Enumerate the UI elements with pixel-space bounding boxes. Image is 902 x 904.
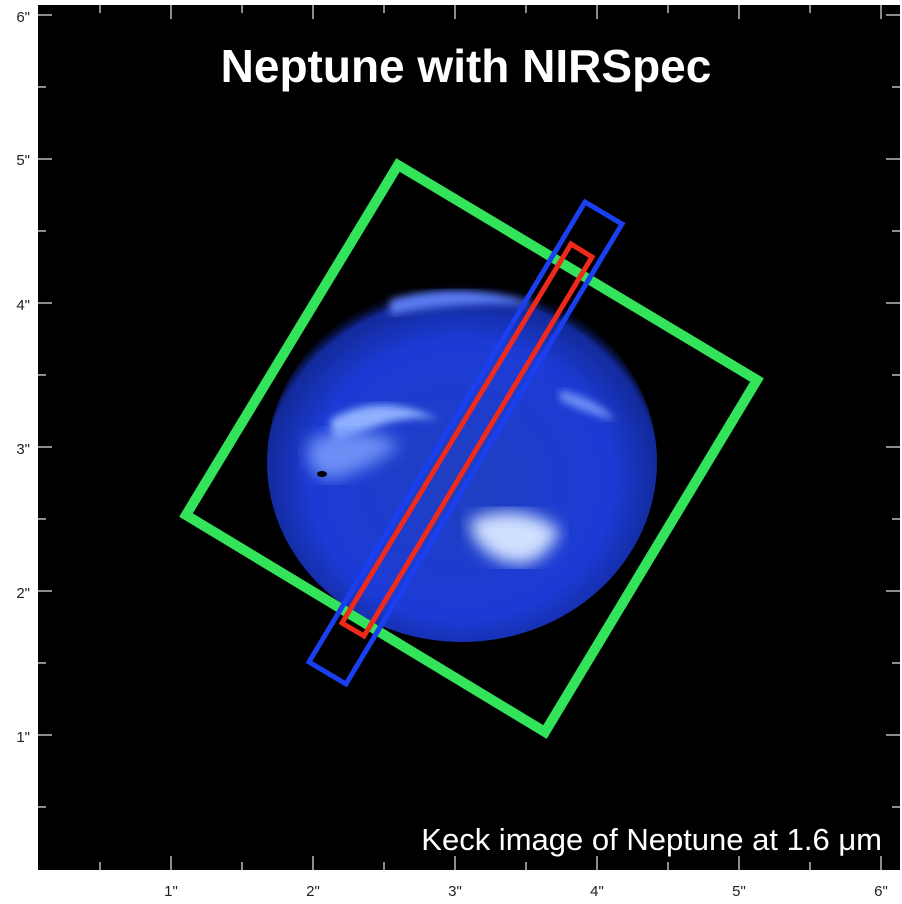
x-tick-labels: 1" 2" 3" 4" 5" 6" bbox=[164, 883, 888, 900]
caption: Keck image of Neptune at 1.6 μm bbox=[421, 822, 882, 857]
page: Neptune with NIRSpec Keck image of Neptu… bbox=[0, 0, 902, 904]
x-tick-label: 2" bbox=[306, 883, 320, 900]
y-tick-labels: 6" 5" 4" 3" 2" 1" bbox=[16, 9, 30, 746]
x-tick-label: 1" bbox=[164, 883, 178, 900]
planet bbox=[267, 282, 657, 642]
x-tick-label: 5" bbox=[732, 883, 746, 900]
x-tick-label: 6" bbox=[874, 883, 888, 900]
y-tick-label: 3" bbox=[16, 441, 30, 458]
y-tick-label: 4" bbox=[16, 297, 30, 314]
x-tick-label: 4" bbox=[590, 883, 604, 900]
x-tick-label: 3" bbox=[448, 883, 462, 900]
y-tick-label: 6" bbox=[16, 9, 30, 26]
figure: Neptune with NIRSpec Keck image of Neptu… bbox=[0, 0, 902, 904]
y-tick-label: 1" bbox=[16, 729, 30, 746]
title: Neptune with NIRSpec bbox=[221, 40, 712, 92]
y-tick-label: 5" bbox=[16, 152, 30, 169]
dark-spot bbox=[317, 471, 327, 477]
y-tick-label: 2" bbox=[16, 585, 30, 602]
